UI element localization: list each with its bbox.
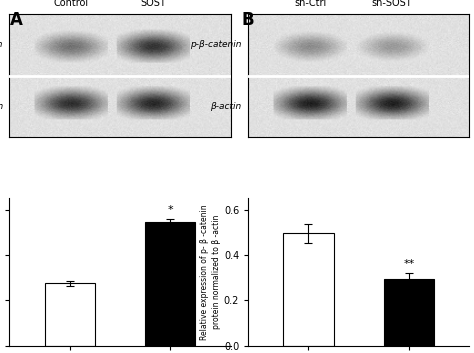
Text: *: * xyxy=(167,204,173,215)
Text: β-actin: β-actin xyxy=(210,102,242,111)
Text: β-actin: β-actin xyxy=(0,102,3,111)
Text: p-β-catenin: p-β-catenin xyxy=(0,40,3,49)
Text: sh-SOST: sh-SOST xyxy=(372,0,412,8)
Text: Control: Control xyxy=(54,0,89,8)
Text: p-β-catenin: p-β-catenin xyxy=(190,40,242,49)
Y-axis label: Relative expression of p- β -catenin
protein normalized to β -actin: Relative expression of p- β -catenin pro… xyxy=(200,204,221,340)
Text: **: ** xyxy=(403,259,415,269)
Text: A: A xyxy=(9,11,22,29)
Bar xyxy=(283,233,334,346)
Text: B: B xyxy=(242,11,255,29)
Text: SOST: SOST xyxy=(140,0,166,8)
Bar xyxy=(384,279,434,346)
Bar xyxy=(145,222,195,346)
Bar xyxy=(45,283,95,346)
Text: sh-Ctrl: sh-Ctrl xyxy=(294,0,326,8)
